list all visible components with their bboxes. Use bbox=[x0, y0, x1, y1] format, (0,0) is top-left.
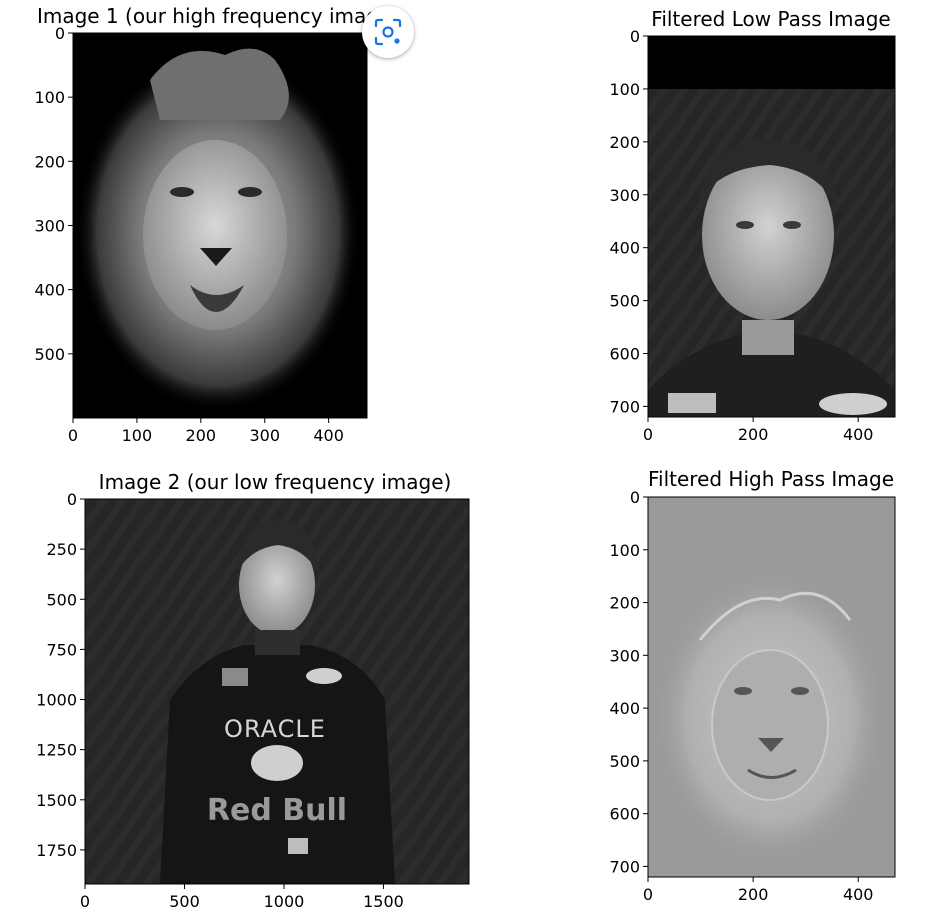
panel-2-ytick-label: 100 bbox=[609, 80, 640, 99]
panel-1-xtick-label: 200 bbox=[186, 426, 217, 445]
panel-2-xtick-label: 200 bbox=[738, 425, 769, 444]
panel-2-ytick-label: 600 bbox=[609, 345, 640, 364]
panel-3-axes bbox=[84, 498, 470, 885]
lens-scan-icon[interactable] bbox=[362, 6, 414, 58]
panel-2-ytick-label: 0 bbox=[630, 27, 640, 46]
panel-3-ytick-label: 1750 bbox=[36, 841, 77, 860]
panel-4-ytick-label: 600 bbox=[609, 805, 640, 824]
panel-3-ytick-label: 500 bbox=[46, 590, 77, 609]
panel-3-ticks: 0 500 1000 1500 0 250 500 750 1000 1250 1500 1750 bbox=[36, 490, 404, 911]
panel-2-image bbox=[648, 36, 895, 417]
panel-3-title: Image 2 (our low frequency image) bbox=[99, 470, 452, 494]
panel-4-xtick-label: 400 bbox=[843, 885, 874, 904]
panel-3-xtick-label: 500 bbox=[169, 892, 200, 911]
panel-2-xtick-label: 0 bbox=[643, 425, 653, 444]
panel-2-ytick-label: 700 bbox=[609, 397, 640, 416]
panel-4-ytick-label: 0 bbox=[630, 488, 640, 507]
panel-4-ytick-label: 400 bbox=[609, 699, 640, 718]
panel-3-xtick-label: 1000 bbox=[264, 892, 305, 911]
panel-4-ticks: 0 200 400 0 100 200 300 400 500 600 700 bbox=[609, 488, 873, 904]
panel-2-ytick-label: 200 bbox=[609, 133, 640, 152]
panel-2-ytick-label: 300 bbox=[609, 186, 640, 205]
panel-3-ytick-label: 0 bbox=[67, 490, 77, 509]
panel-2-ytick-label: 400 bbox=[609, 239, 640, 258]
panel-1-ytick-label: 200 bbox=[34, 152, 65, 171]
panel-3-ytick-label: 1000 bbox=[36, 691, 77, 710]
panel-1-ticks: 0 100 200 300 400 0 100 200 300 400 500 bbox=[34, 24, 343, 445]
panel-2-ytick-label: 500 bbox=[609, 292, 640, 311]
panel-2-ticks: 0 200 400 0 100 200 300 400 500 600 700 bbox=[609, 27, 873, 444]
panel-4-ytick-label: 100 bbox=[609, 541, 640, 560]
panel-3-xtick-label: 1500 bbox=[363, 892, 404, 911]
panel-1-ytick-label: 300 bbox=[34, 217, 65, 236]
panel-1-ytick-label: 400 bbox=[34, 281, 65, 300]
panel-4: Filtered High Pass Image 0 200 400 0 100 200 3… bbox=[609, 467, 896, 904]
panel-1-ytick-label: 100 bbox=[34, 88, 65, 107]
panel-3-ytick-label: 1250 bbox=[36, 741, 77, 760]
panel-1-ytick-label: 0 bbox=[55, 24, 65, 43]
panel-4-axes bbox=[647, 496, 896, 878]
panel-1: Image 1 (our high frequency image) 0 100 2… bbox=[34, 4, 399, 445]
panel-1-title: Image 1 (our high frequency image) bbox=[37, 4, 399, 28]
panel-4-ytick-label: 300 bbox=[609, 646, 640, 665]
panel-3-ytick-label: 250 bbox=[46, 540, 77, 559]
panel-4-xtick-label: 200 bbox=[738, 885, 769, 904]
svg-text:ORACLE: ORACLE bbox=[224, 715, 326, 743]
panel-4-ytick-label: 200 bbox=[609, 594, 640, 613]
panel-3-ytick-label: 750 bbox=[46, 640, 77, 659]
panel-2-title: Filtered Low Pass Image bbox=[651, 7, 890, 31]
panel-4-ytick-label: 700 bbox=[609, 857, 640, 876]
panel-4-image bbox=[648, 497, 895, 877]
panel-3-xtick-label: 0 bbox=[80, 892, 90, 911]
panel-3-ytick-label: 1500 bbox=[36, 791, 77, 810]
panel-2-xtick-label: 400 bbox=[843, 425, 874, 444]
panel-1-xtick-label: 100 bbox=[122, 426, 153, 445]
panel-1-ytick-label: 500 bbox=[34, 345, 65, 364]
panel-1-xtick-label: 0 bbox=[68, 426, 78, 445]
svg-text:Red Bull: Red Bull bbox=[207, 793, 347, 828]
panel-1-xtick-label: 400 bbox=[313, 426, 344, 445]
panel-3: Image 2 (our low frequency image) ORACLE… bbox=[36, 470, 470, 911]
panel-3-image: ORACLE Red Bull bbox=[85, 499, 469, 884]
panel-2-axes bbox=[647, 35, 896, 418]
panel-4-ytick-label: 500 bbox=[609, 752, 640, 771]
panel-4-title: Filtered High Pass Image bbox=[648, 467, 894, 491]
panel-1-xtick-label: 300 bbox=[249, 426, 280, 445]
panel-1-image bbox=[73, 33, 367, 418]
panel-2: Filtered Low Pass Image 0 200 400 0 100 200 30… bbox=[609, 7, 896, 444]
panel-4-xtick-label: 0 bbox=[643, 885, 653, 904]
